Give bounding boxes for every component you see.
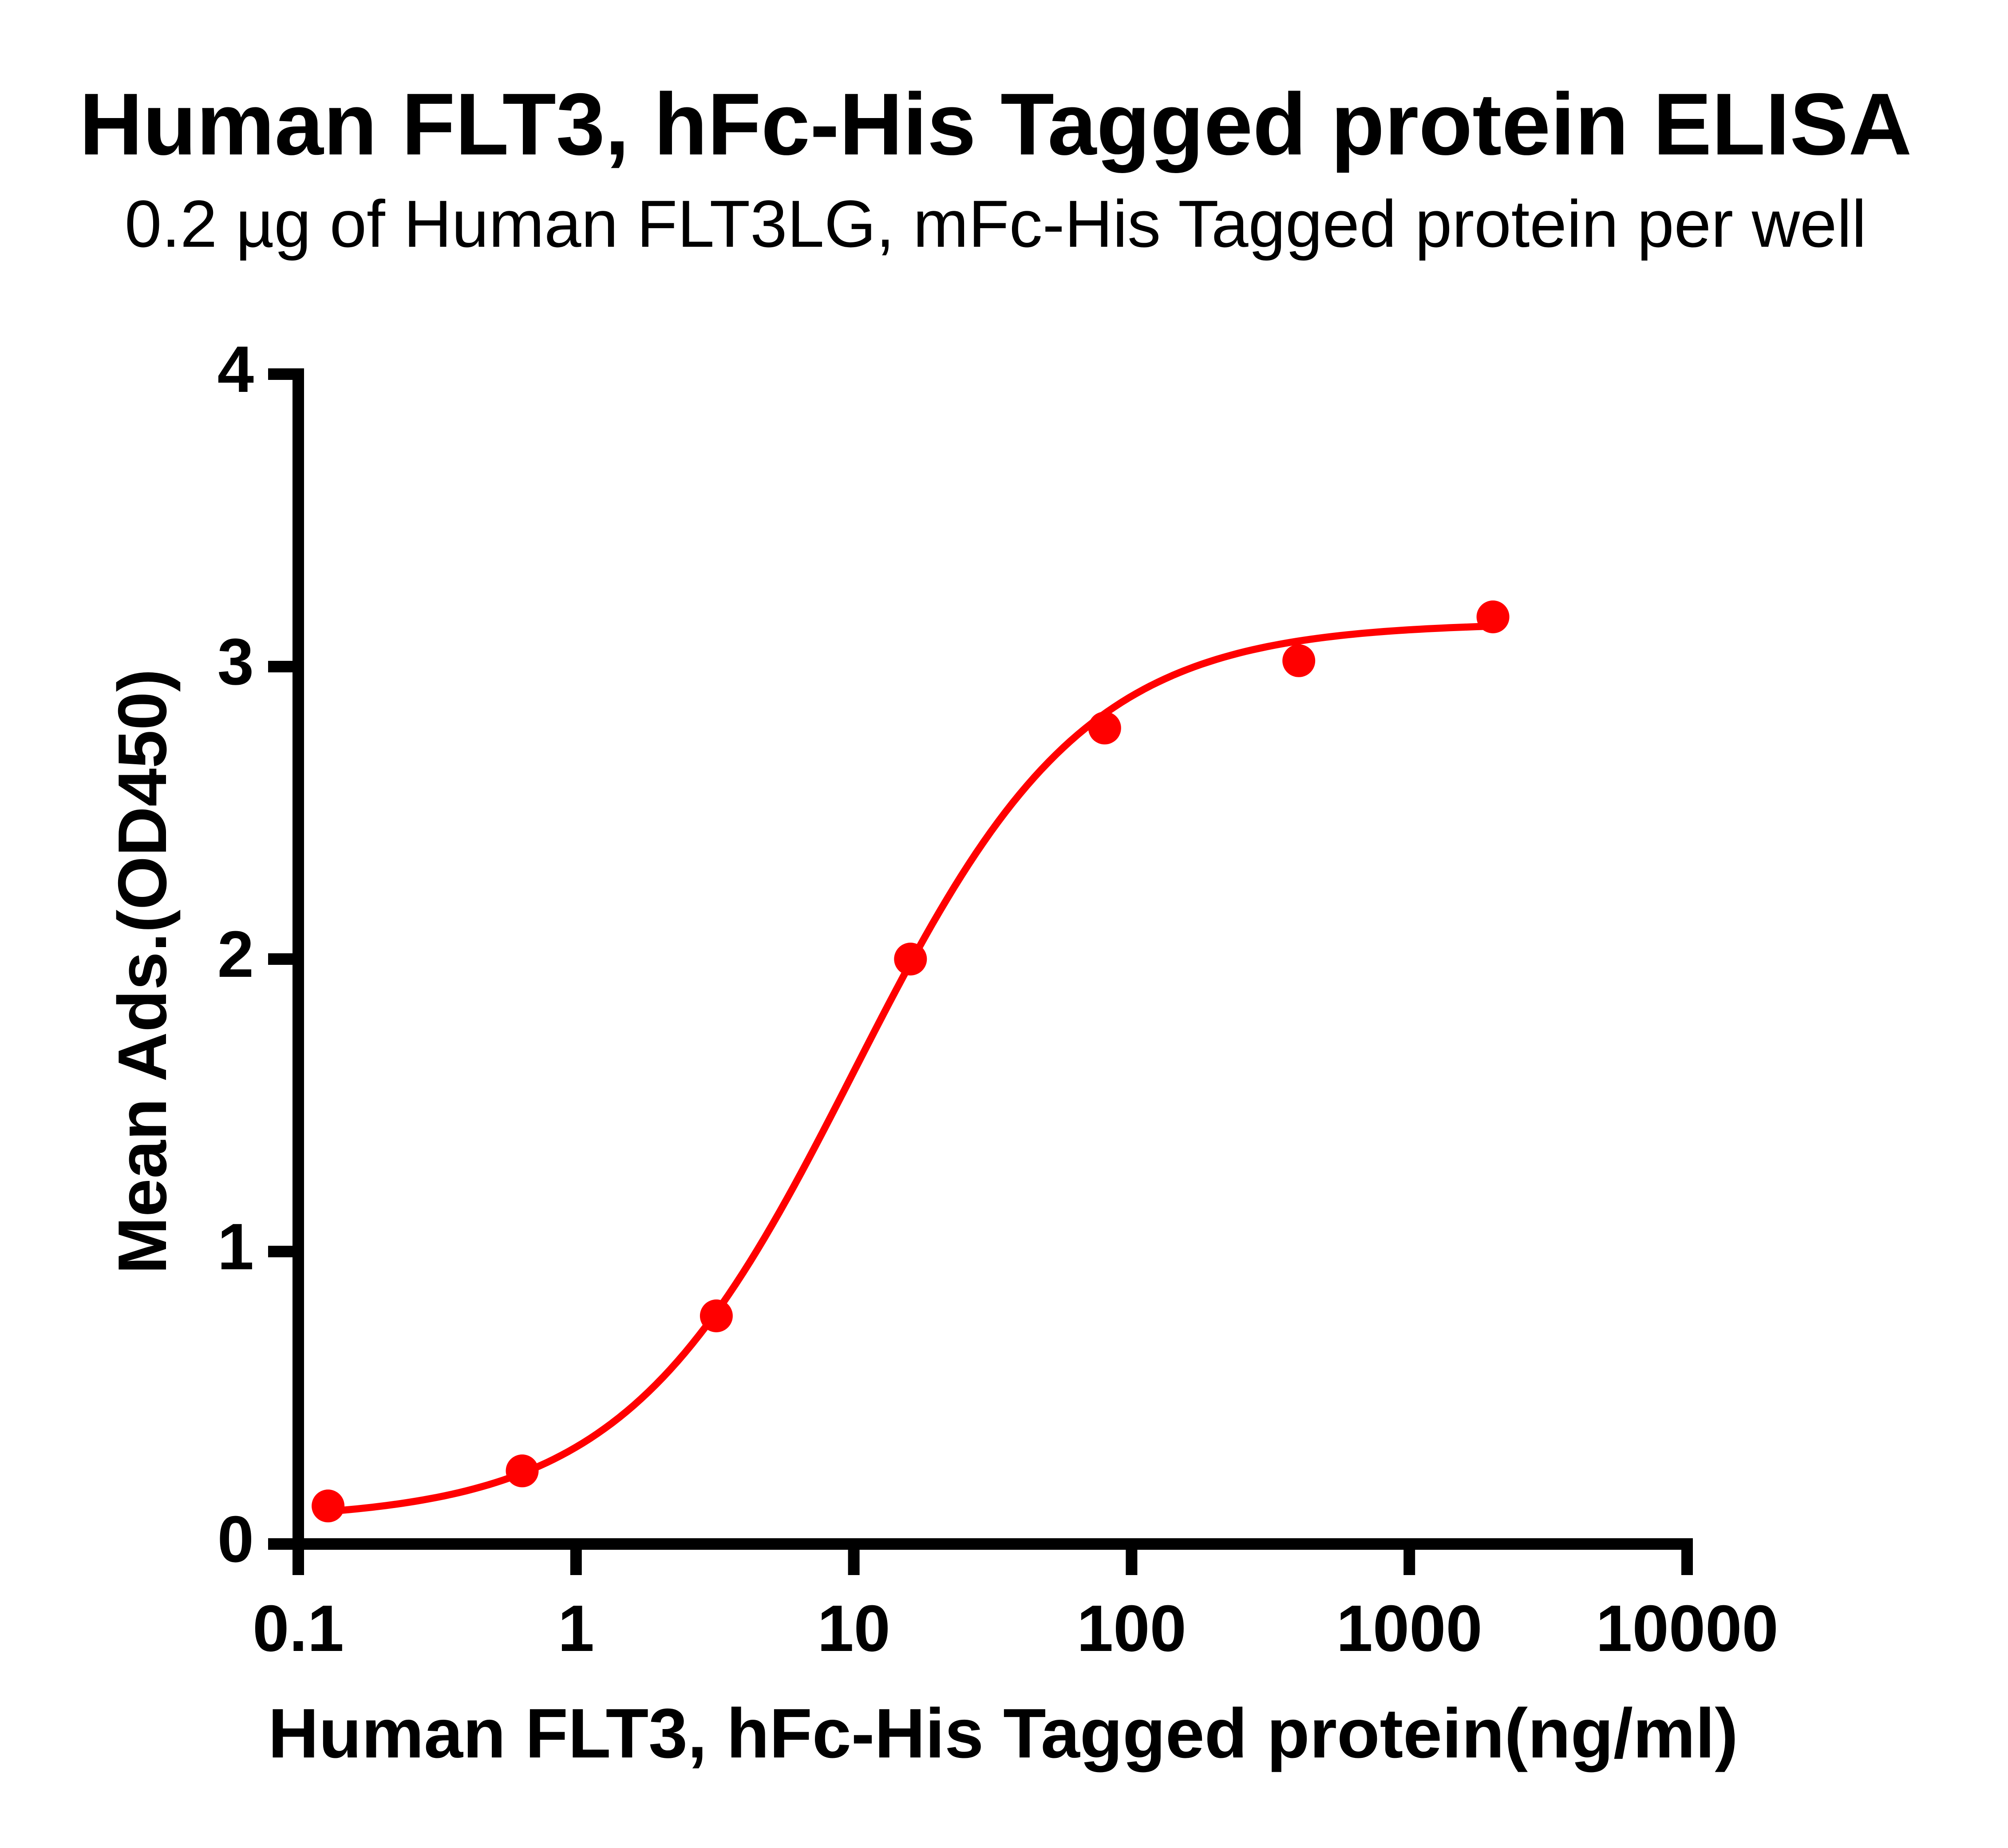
- data-point: [506, 1454, 539, 1488]
- tick-labels: 0 1 2 3 4 0.1 1 10 100 1000 10000: [217, 333, 1779, 1665]
- y-tick-label: 0: [217, 1503, 254, 1576]
- chart-subtitle: 0.2 µg of Human FLT3LG, mFc-His Tagged p…: [125, 186, 1866, 261]
- x-tick-label: 0.1: [253, 1592, 344, 1665]
- x-tick-label: 10000: [1596, 1592, 1779, 1665]
- y-tick-label: 4: [217, 333, 254, 406]
- fit-curve: [324, 622, 1497, 1515]
- y-tick-label: 3: [217, 625, 254, 699]
- data-point: [1088, 711, 1121, 745]
- data-point: [894, 943, 927, 975]
- x-tick-label: 1: [558, 1592, 594, 1665]
- x-tick-label: 100: [1077, 1592, 1186, 1665]
- data-point: [312, 1489, 345, 1523]
- axis-ticks: [268, 368, 1693, 1575]
- data-point: [1282, 644, 1316, 677]
- x-axis-title: Human FLT3, hFc-His Tagged protein(ng/ml…: [268, 1694, 1738, 1773]
- y-axis-title: Mean Ads.(OD450): [104, 669, 181, 1274]
- x-tick-label: 1000: [1336, 1592, 1482, 1665]
- data-series: [312, 600, 1510, 1523]
- y-tick-label: 1: [217, 1210, 254, 1283]
- x-tick-label: 10: [817, 1592, 890, 1665]
- data-point: [700, 1299, 733, 1332]
- y-tick-label: 2: [217, 918, 254, 991]
- data-point: [1476, 600, 1510, 633]
- chart-title: Human FLT3, hFc-His Tagged protein ELISA: [79, 75, 1912, 173]
- axes: [293, 368, 1693, 1550]
